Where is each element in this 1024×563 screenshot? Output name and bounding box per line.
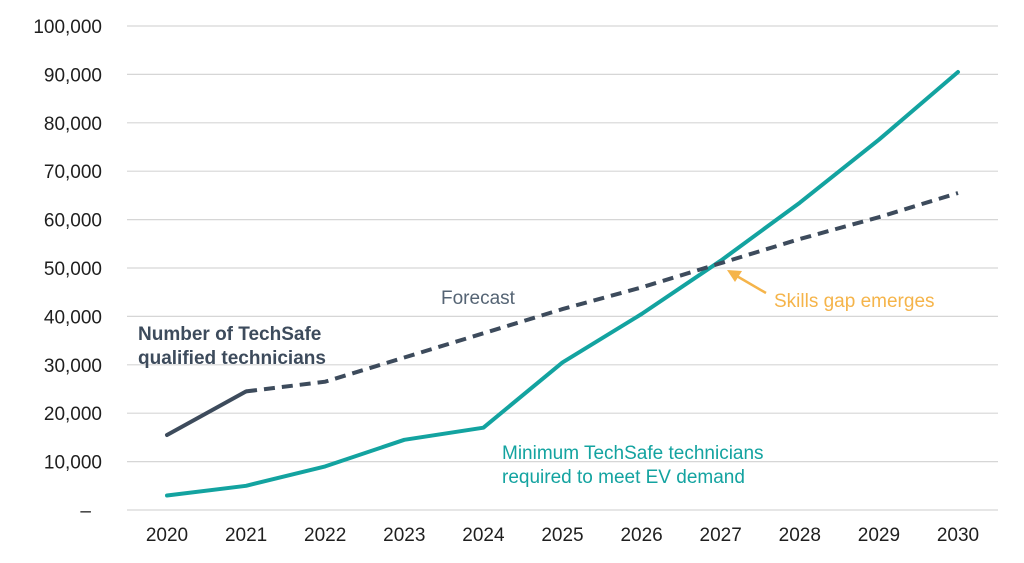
x-tick-label: 2024	[462, 525, 505, 546]
y-tick-label: 100,000	[33, 17, 102, 38]
x-tick-label: 2025	[541, 525, 583, 546]
y-axis-ticks: – 10,000 20,000 30,000 40,000 50,000 60,000 70,…	[33, 17, 102, 522]
x-tick-label: 2028	[779, 525, 821, 546]
x-tick-label: 2020	[146, 525, 188, 546]
x-tick-label: 2021	[225, 525, 267, 546]
required-series-label-line1: Minimum TechSafe technicians	[502, 443, 764, 464]
x-tick-label: 2026	[620, 525, 662, 546]
series-line-qualified-actual	[165, 389, 249, 437]
gap-arrow-head	[727, 270, 742, 282]
y-tick-label: –	[80, 501, 91, 522]
x-axis-ticks: 2020 2021 2022 2023 2024 2025 2026 2027 2028 2029…	[146, 525, 979, 546]
y-tick-label: 80,000	[44, 114, 102, 135]
x-tick-label: 2023	[383, 525, 425, 546]
gap-arrow-shaft	[734, 273, 767, 295]
series-lines	[165, 70, 960, 498]
gap-label: Skills gap emerges	[774, 291, 935, 312]
qualified-series-label-line1: Number of TechSafe	[138, 324, 321, 345]
gridlines	[127, 25, 998, 511]
y-tick-label: 30,000	[44, 356, 102, 377]
y-tick-label: 20,000	[44, 404, 102, 425]
y-tick-label: 90,000	[44, 65, 102, 86]
series-line-required	[165, 70, 960, 498]
series-line-qualified-forecast	[245, 191, 959, 394]
x-tick-label: 2027	[700, 525, 742, 546]
y-tick-label: 50,000	[44, 259, 102, 280]
x-tick-label: 2030	[937, 525, 979, 546]
forecast-label: Forecast	[441, 288, 516, 309]
x-tick-label: 2022	[304, 525, 346, 546]
x-tick-label: 2029	[858, 525, 900, 546]
y-tick-label: 10,000	[44, 453, 102, 474]
y-tick-label: 40,000	[44, 307, 102, 328]
y-tick-label: 70,000	[44, 162, 102, 183]
y-tick-label: 60,000	[44, 211, 102, 232]
required-series-label-line2: required to meet EV demand	[502, 467, 745, 488]
qualified-series-label-line2: qualified technicians	[138, 348, 326, 369]
